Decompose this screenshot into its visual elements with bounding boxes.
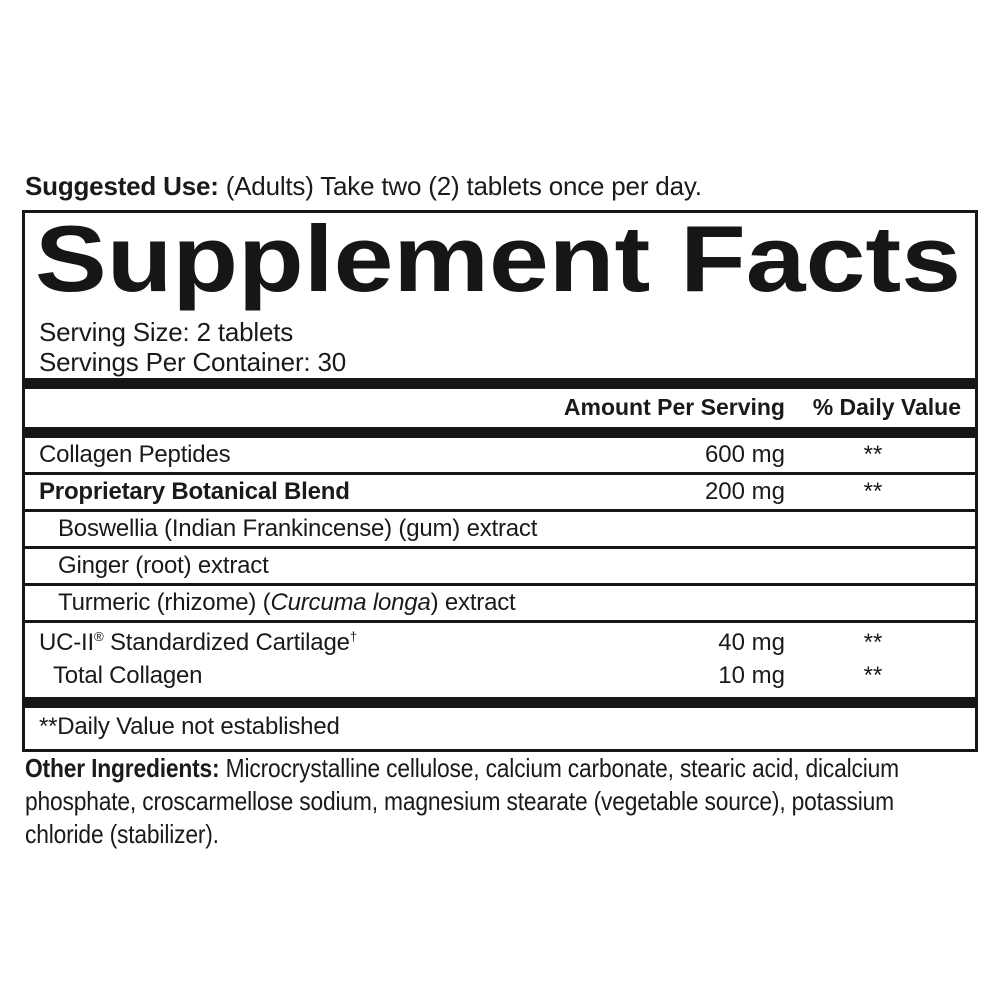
- ingredient-daily-value: **: [863, 629, 883, 656]
- row-turmeric: Turmeric (rhizome) (Curcuma longa) extra…: [25, 586, 975, 623]
- ingredient-name: Proprietary Botanical Blend: [39, 478, 350, 505]
- row-total-collagen: Total Collagen 10 mg **: [25, 660, 975, 693]
- turmeric-name-suffix: ) extract: [430, 589, 516, 616]
- ingredient-name: UC-II® Standardized Cartilage†: [39, 628, 635, 658]
- header-amount-per-serving: Amount Per Serving: [563, 394, 785, 420]
- other-ingredients-label: Other Ingredients:: [25, 753, 220, 783]
- turmeric-name-prefix: Turmeric (rhizome) (: [58, 589, 271, 616]
- table-header-row: Amount Per Serving % Daily Value: [25, 389, 975, 427]
- suggested-use-line: Suggested Use: (Adults) Take two (2) tab…: [25, 171, 702, 202]
- ingredient-amount: 600 mg: [704, 441, 785, 468]
- registered-trademark-symbol: ®: [94, 629, 104, 644]
- ingredient-amount: 10 mg: [718, 662, 785, 689]
- ingredient-daily-value: **: [863, 441, 883, 468]
- row-proprietary-botanical-blend: Proprietary Botanical Blend 200 mg **: [25, 475, 975, 512]
- serving-size: Serving Size: 2 tablets: [39, 317, 294, 347]
- dagger-symbol: †: [349, 629, 357, 644]
- row-uc-ii-cartilage: UC-II® Standardized Cartilage† 40 mg **: [25, 627, 975, 660]
- row-boswellia: Boswellia (Indian Frankincense) (gum) ex…: [25, 512, 975, 549]
- row-group-uc-ii: UC-II® Standardized Cartilage† 40 mg ** …: [25, 623, 975, 697]
- thick-rule-top: [25, 378, 975, 389]
- supplement-facts-title: Supplement Facts: [37, 219, 961, 311]
- supplement-facts-panel: Supplement Facts Serving Size: 2 tablets…: [22, 210, 978, 752]
- ingredient-daily-value: **: [863, 662, 883, 689]
- thick-rule-under-header: [25, 427, 975, 438]
- servings-per-container: Servings Per Container: 30: [39, 347, 346, 377]
- ingredient-name: Ginger (root) extract: [58, 552, 269, 579]
- suggested-use-label: Suggested Use:: [25, 171, 219, 201]
- ingredient-amount: 40 mg: [718, 629, 785, 656]
- ingredient-amount: 200 mg: [704, 478, 785, 505]
- ingredient-daily-value: **: [863, 478, 883, 505]
- daily-value-footnote: **Daily Value not established: [39, 713, 340, 740]
- ingredient-name: Turmeric (rhizome) (Curcuma longa) extra…: [39, 589, 961, 616]
- turmeric-botanical-name: Curcuma longa: [270, 589, 431, 616]
- thick-rule-bottom: [25, 697, 975, 708]
- uc-ii-name: UC-II: [39, 629, 94, 656]
- row-collagen-peptides: Collagen Peptides 600 mg **: [25, 438, 975, 475]
- suggested-use-text: (Adults) Take two (2) tablets once per d…: [218, 171, 702, 201]
- row-ginger: Ginger (root) extract: [25, 549, 975, 586]
- serving-info: Serving Size: 2 tablets Servings Per Con…: [39, 317, 961, 377]
- other-ingredients-paragraph: Other Ingredients: Microcrystalline cell…: [25, 752, 977, 851]
- other-ingredients-text: Microcrystalline cellulose, calcium carb…: [25, 753, 899, 849]
- header-daily-value: % Daily Value: [812, 394, 961, 420]
- uc-ii-name-rest: Standardized Cartilage: [103, 629, 350, 656]
- supplement-facts-title-text: Supplement Facts: [37, 219, 961, 311]
- ingredient-name: Collagen Peptides: [39, 441, 231, 468]
- ingredient-name: Boswellia (Indian Frankincense) (gum) ex…: [58, 515, 538, 542]
- ingredient-name: Total Collagen: [53, 662, 203, 689]
